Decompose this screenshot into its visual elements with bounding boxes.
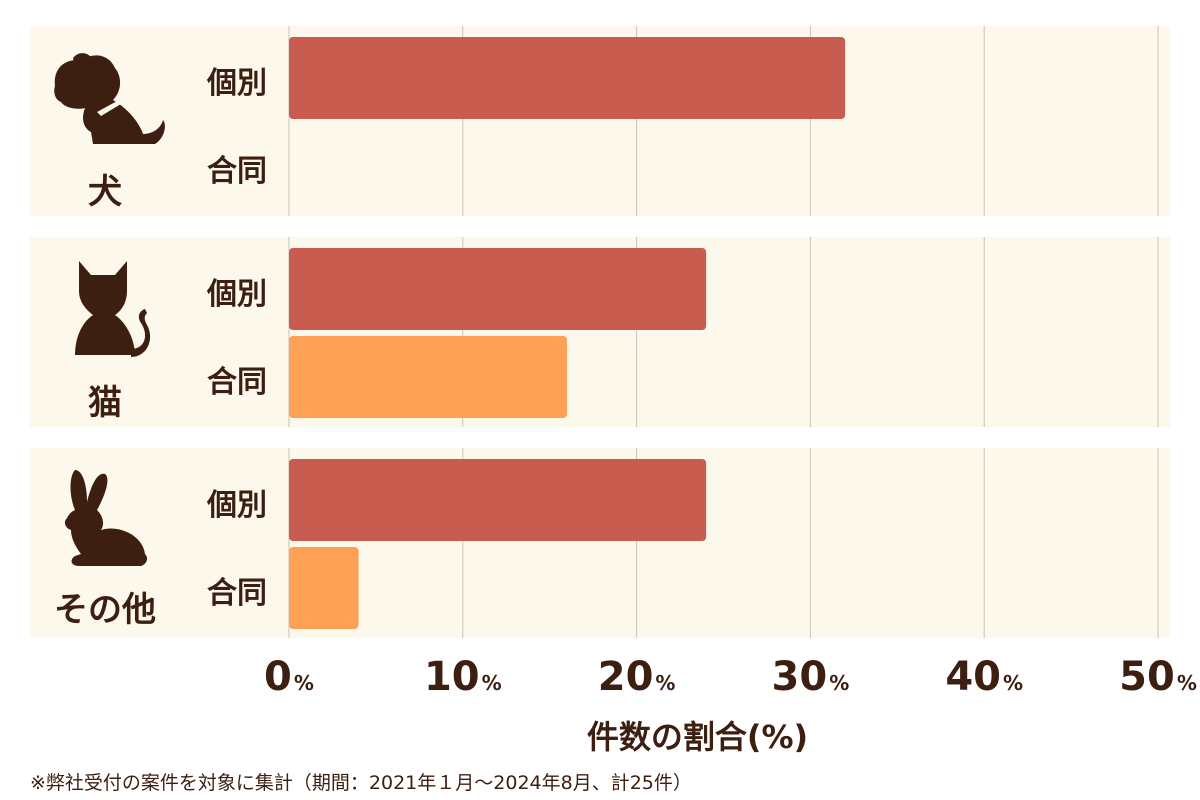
x-tick-label: 50% [1119, 654, 1197, 700]
group-label: その他 [54, 590, 156, 630]
rabbit-icon [64, 470, 148, 566]
bar-category-label: 個別 [207, 488, 267, 523]
x-tick-label: 40% [945, 654, 1024, 700]
bar-individual [289, 37, 846, 119]
footnote: ※弊社受付の案件を対象に集計（期間：2021年１月〜2024年8月、計25件） [30, 772, 692, 794]
bar-joint [289, 547, 359, 629]
bar-joint [289, 336, 568, 418]
bar-individual [289, 248, 707, 330]
group-label: 猫 [88, 383, 122, 423]
bar-category-label: 合同 [207, 365, 267, 400]
bar-category-label: 合同 [207, 576, 267, 611]
x-tick-label: 0% [264, 654, 314, 700]
x-tick-label: 10% [423, 654, 502, 700]
bar-category-label: 合同 [207, 154, 267, 189]
dog-icon [54, 53, 165, 144]
x-tick-label: 20% [597, 654, 676, 700]
bar-category-label: 個別 [207, 277, 267, 312]
cat-icon [75, 261, 151, 357]
x-tick-label: 30% [771, 654, 850, 700]
bar-individual [289, 459, 707, 541]
bar-category-label: 個別 [207, 66, 267, 101]
x-axis-label: 件数の割合(%) [586, 718, 809, 756]
group-label: 犬 [88, 172, 122, 212]
